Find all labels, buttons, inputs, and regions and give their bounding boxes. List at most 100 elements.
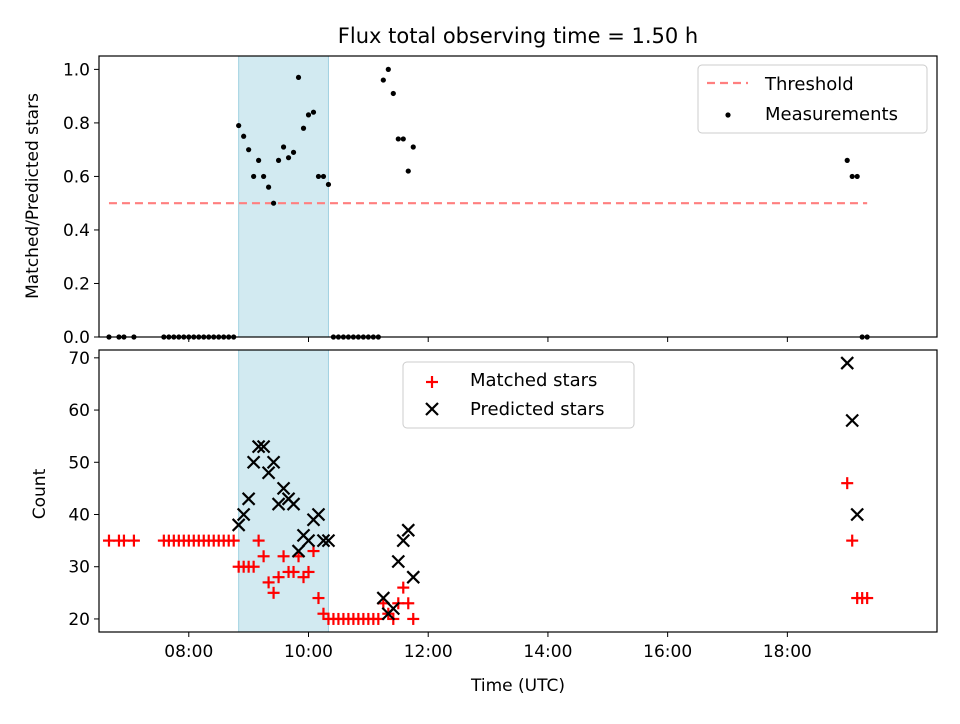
predicted-stars-point [301, 533, 316, 548]
legend-matched-swatch [426, 376, 438, 388]
matched-stars-point [272, 571, 285, 584]
top-legend: Threshold Measurements [697, 64, 928, 134]
matched-stars-point [287, 565, 300, 578]
predicted-stars-point [241, 492, 256, 506]
legend-predicted-swatch [425, 402, 439, 416]
predicted-stars-point [406, 570, 421, 584]
measurement-point [400, 136, 406, 142]
matched-stars-point [252, 534, 265, 547]
bottom-y-axis: 20 30 40 50 60 70 [68, 349, 99, 630]
measurement-point [844, 157, 850, 163]
legend-measurements-swatch [725, 112, 731, 118]
top-y-axis-label: Matched/Predicted stars [23, 93, 43, 299]
bottom-x-axis: 08:00 10:00 12:00 14:00 16:00 18:00 [164, 632, 812, 662]
matched-stars-point [262, 576, 275, 589]
measurement-point [385, 66, 391, 72]
y-tick-label: 0.4 [63, 221, 90, 241]
x-tick-label: 10:00 [284, 642, 333, 662]
measurement-point [261, 173, 267, 180]
y-tick-label: 50 [68, 453, 90, 473]
highlight-span-top [238, 55, 329, 338]
y-tick-label: 0.0 [63, 328, 90, 348]
predicted-stars-point [291, 544, 306, 558]
measurement-point [405, 168, 411, 174]
matched-stars-point [127, 534, 140, 547]
measurement-point [246, 147, 252, 153]
measurement-point [310, 109, 317, 115]
matched-stars-point [257, 550, 270, 563]
measurement-point [280, 144, 287, 150]
measurement-point [380, 77, 386, 83]
bottom-panel: 20 30 40 50 60 70 08:00 10:00 12:00 14:00 16:00 18… [30, 349, 938, 696]
y-tick-label: 0.8 [63, 114, 90, 134]
y-tick-label: 70 [68, 349, 90, 369]
top-y-axis: 0.0 0.2 0.4 0.6 0.8 1.0 [63, 60, 99, 348]
predicted-stars-point [386, 601, 401, 616]
x-tick-label: 16:00 [643, 642, 692, 662]
predicted-stars-point [845, 413, 859, 428]
measurement-point [295, 74, 302, 81]
bottom-legend-box [402, 361, 635, 429]
matched-stars-point [267, 586, 280, 599]
bottom-legend: Matched stars Predicted stars [402, 361, 635, 429]
measurement-point [285, 155, 292, 161]
measurement-point [390, 90, 396, 97]
matched-stars-point [277, 550, 290, 563]
legend-predicted-label: Predicted stars [470, 399, 604, 420]
measurement-point [290, 149, 297, 155]
x-tick-label: 14:00 [523, 642, 572, 662]
measurement-point [315, 173, 322, 180]
legend-threshold-label: Threshold [764, 74, 854, 95]
matched-stars-point [227, 534, 240, 547]
predicted-stars-point [396, 533, 411, 548]
legend-matched-label: Matched stars [470, 370, 597, 391]
predicted-stars-point [266, 455, 281, 470]
measurement-point [854, 173, 860, 180]
measurement-point [275, 157, 282, 163]
matched-stars-point [841, 477, 854, 490]
bottom-panel-frame [98, 349, 938, 633]
predicted-stars-point [316, 533, 331, 548]
measurement-point [325, 181, 332, 188]
top-panel: 0.0 0.2 0.4 0.6 0.8 1.0 Matched/Predicted sta… [23, 55, 938, 348]
predicted-stars-point [850, 507, 864, 522]
x-tick-label: 18:00 [763, 642, 812, 662]
predicted-stars-point [251, 439, 266, 454]
matched-stars-point [846, 534, 859, 547]
predicted-stars-point [256, 439, 271, 454]
predicted-stars-point [311, 507, 326, 522]
y-tick-label: 40 [68, 506, 90, 526]
y-tick-label: 30 [68, 558, 90, 578]
top-x-ticks [188, 337, 788, 342]
predicted-stars-point [276, 481, 291, 496]
predicted-stars-point [271, 497, 286, 511]
y-tick-label: 1.0 [63, 60, 90, 80]
y-tick-label: 20 [68, 610, 90, 630]
predicted-stars-point [236, 507, 251, 522]
y-tick-label: 60 [68, 401, 90, 421]
x-tick-label: 08:00 [164, 642, 213, 662]
matched-stars-point [402, 597, 415, 610]
matched-stars-point [247, 560, 260, 573]
highlight-span-bottom [238, 349, 329, 633]
measurement-point [849, 173, 855, 180]
predicted-stars-point [231, 518, 246, 532]
predicted-stars-point [286, 497, 301, 511]
x-axis-label: Time (UTC) [470, 676, 565, 696]
legend-measurements-label: Measurements [765, 104, 898, 125]
measurement-point [251, 173, 257, 180]
predicted-stars-point [401, 523, 416, 537]
measurement-point [265, 184, 272, 190]
predicted-stars-point [391, 554, 406, 569]
measurement-point [300, 125, 307, 131]
top-legend-box [697, 64, 928, 134]
measurement-point [256, 157, 262, 163]
bottom-panel-marks [102, 356, 874, 625]
predicted-stars-point [840, 356, 854, 370]
measurement-point [410, 144, 416, 150]
chart-title: Flux total observing time = 1.50 h [338, 24, 698, 48]
measurement-point [241, 133, 247, 139]
measurement-point [305, 112, 312, 118]
bottom-y-axis-label: Count [30, 468, 50, 519]
